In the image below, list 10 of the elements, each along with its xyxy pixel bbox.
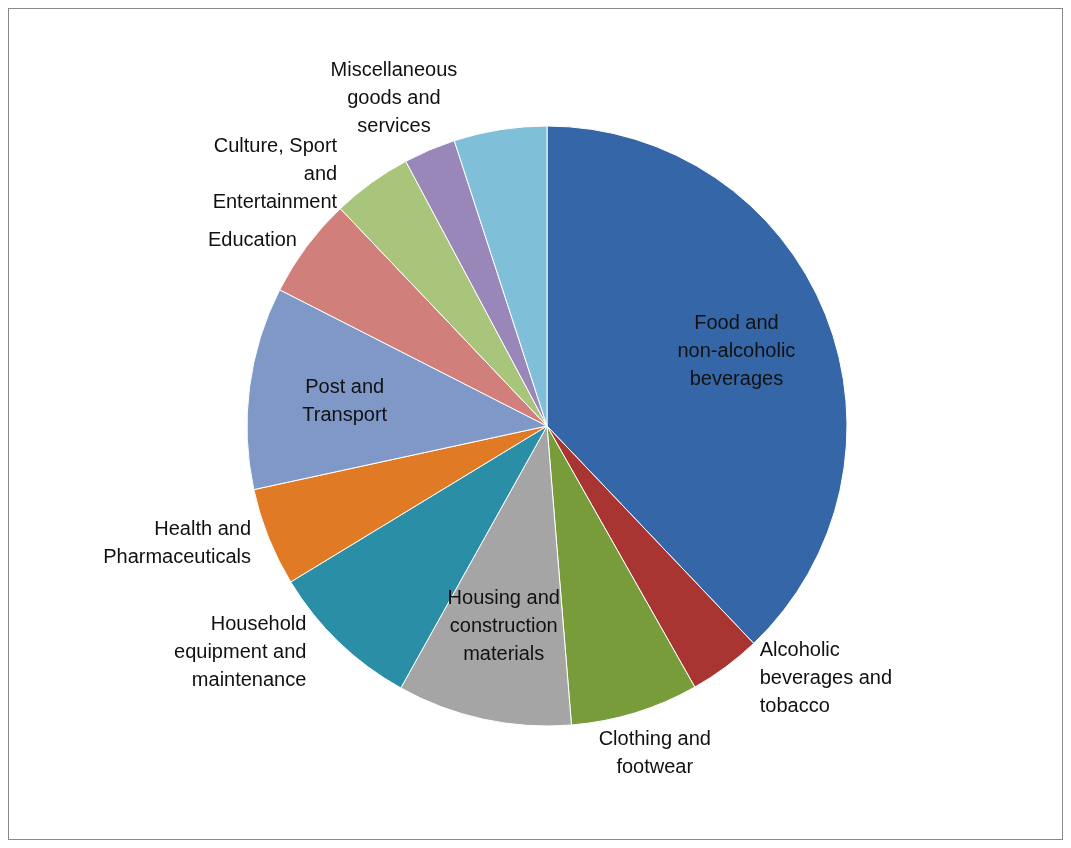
- slice-label: Household equipment and maintenance: [174, 611, 307, 690]
- slice-label: Culture, Sport and Entertainment: [212, 134, 338, 213]
- slice-label: Miscellaneous goods and services: [330, 57, 458, 136]
- slice-label: Health and Pharmaceuticals: [103, 516, 252, 567]
- slice-label: Housing and construction materials: [447, 586, 560, 665]
- slice-label: Post and Transport: [302, 374, 388, 425]
- slice-label: Food and non-alcoholic beverages: [677, 311, 796, 390]
- slice-label: Clothing and footwear: [598, 727, 711, 778]
- slice-label: Education: [207, 228, 297, 251]
- slice-label: Alcoholic beverages and tobacco: [759, 637, 893, 716]
